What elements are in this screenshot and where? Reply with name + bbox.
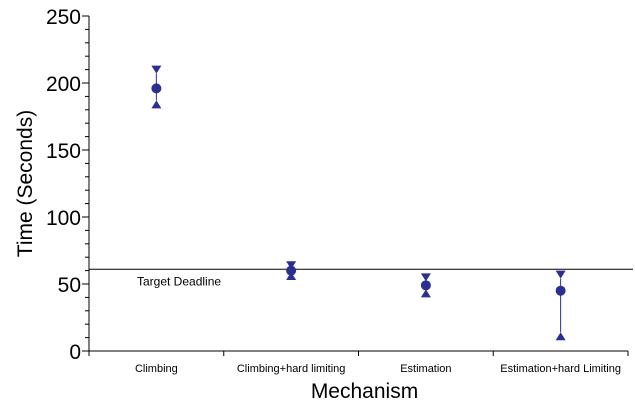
x-tick-label: Estimation [400,363,451,375]
y-tick-label: 50 [58,274,81,297]
mean-marker [420,280,431,291]
mean-marker [151,83,162,94]
max-marker [286,261,297,270]
y-tick-label: 200 [46,73,81,96]
x-tick-label: Climbing [135,363,178,375]
x-tick-label: Estimation+hard Limiting [500,363,621,375]
plot-area: 0 50 100 150 200 250 Climbing Climbing+hard li… [46,6,633,375]
data-point-group [555,270,566,341]
y-ticks: 0 50 100 150 200 250 [46,6,89,364]
data-point-group [151,65,162,109]
max-marker [555,270,566,279]
mean-marker [286,265,297,276]
data-marks [151,65,566,341]
x-ticks: Climbing Climbing+hard limiting Estimation… [88,351,629,375]
max-marker [420,273,431,282]
data-point-group [420,273,431,298]
min-marker [555,332,566,341]
max-marker [151,65,162,74]
min-marker [286,271,297,280]
x-axis-title: Mechanism [311,380,418,403]
y-tick-label: 150 [46,140,81,163]
min-marker [151,100,162,109]
x-tick-label: Climbing+hard limiting [237,363,346,375]
y-tick-label: 250 [46,6,81,29]
data-point-group [286,261,297,280]
y-tick-label: 100 [46,207,81,230]
y-tick-label: 0 [69,341,81,364]
y-axis-title: Time (Seconds) [14,110,37,257]
min-marker [420,289,431,298]
mean-marker [555,285,566,296]
target-deadline-label: Target Deadline [137,274,221,288]
